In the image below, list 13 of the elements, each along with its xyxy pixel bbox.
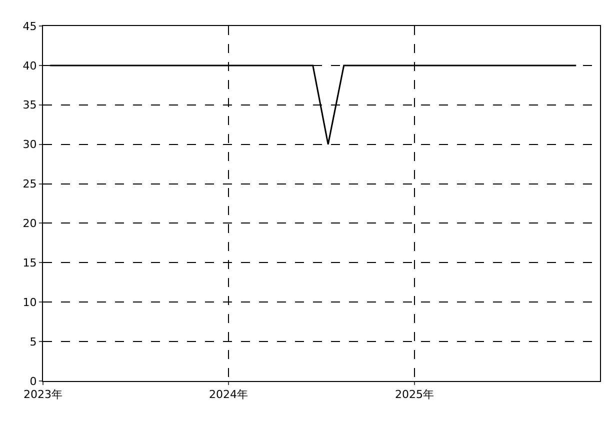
- y-tick-label: 40: [22, 59, 37, 72]
- x-tick-label: 2023年: [24, 388, 62, 402]
- y-tick-label: 5: [30, 335, 37, 348]
- y-tick-label: 35: [22, 98, 37, 112]
- y-tick-label: 0: [30, 374, 37, 388]
- y-tick-label: 45: [22, 20, 37, 33]
- y-tick-label: 20: [22, 217, 37, 230]
- x-tick-label: 2024年: [209, 388, 248, 402]
- y-tick-label: 10: [22, 296, 37, 309]
- x-tick-label: 2025年: [395, 388, 434, 402]
- y-tick-label: 15: [22, 256, 37, 270]
- y-tick-label: 25: [22, 178, 37, 191]
- y-tick-label: 30: [22, 138, 37, 152]
